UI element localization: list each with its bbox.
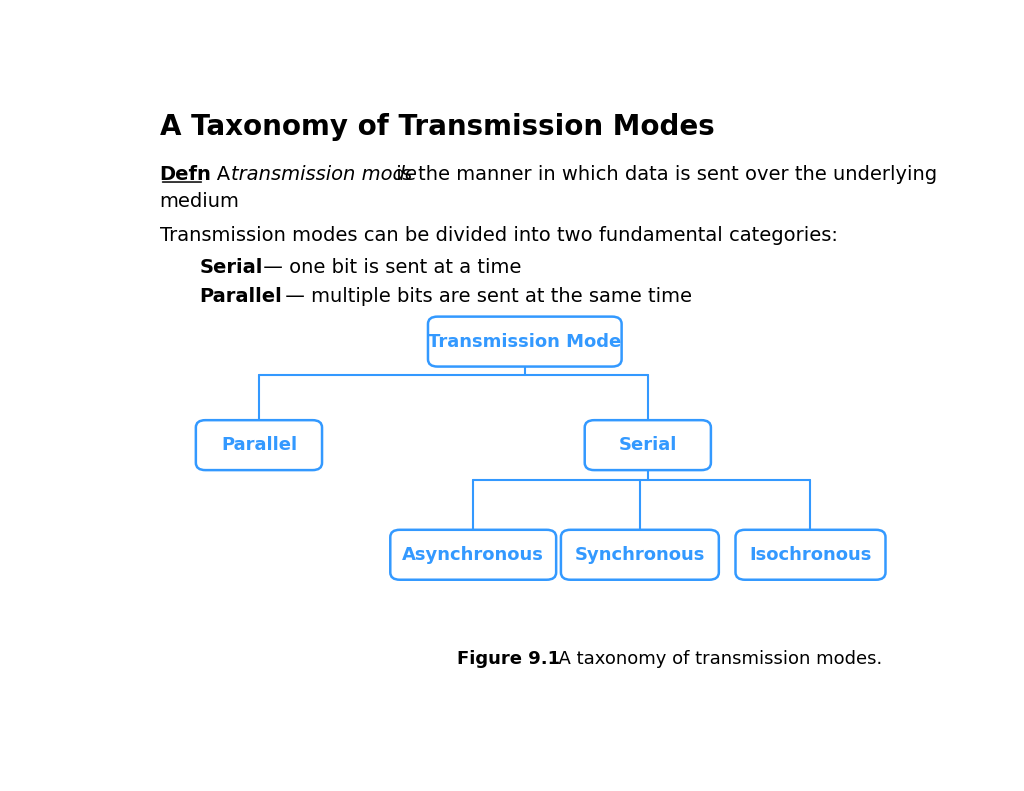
- Text: — one bit is sent at a time: — one bit is sent at a time: [257, 258, 522, 277]
- Text: — multiple bits are sent at the same time: — multiple bits are sent at the same tim…: [279, 287, 692, 306]
- Text: : A: : A: [204, 165, 237, 184]
- Text: Serial: Serial: [618, 436, 677, 454]
- FancyBboxPatch shape: [561, 530, 719, 580]
- Text: A Taxonomy of Transmission Modes: A Taxonomy of Transmission Modes: [160, 113, 715, 141]
- Text: is the manner in which data is sent over the underlying: is the manner in which data is sent over…: [390, 165, 937, 184]
- FancyBboxPatch shape: [585, 420, 711, 470]
- Text: A taxonomy of transmission modes.: A taxonomy of transmission modes.: [547, 650, 883, 668]
- Text: medium: medium: [160, 192, 240, 211]
- Text: Figure 9.1: Figure 9.1: [458, 650, 560, 668]
- FancyBboxPatch shape: [735, 530, 886, 580]
- Text: Defn: Defn: [160, 165, 212, 184]
- Text: Transmission modes can be divided into two fundamental categories:: Transmission modes can be divided into t…: [160, 226, 838, 245]
- Text: Asynchronous: Asynchronous: [402, 546, 544, 564]
- Text: Synchronous: Synchronous: [574, 546, 706, 564]
- Text: Transmission Mode: Transmission Mode: [428, 332, 622, 350]
- FancyBboxPatch shape: [196, 420, 322, 470]
- Text: transmission mode: transmission mode: [231, 165, 417, 184]
- Text: Parallel: Parallel: [200, 287, 283, 306]
- FancyBboxPatch shape: [428, 316, 622, 366]
- Text: Isochronous: Isochronous: [750, 546, 871, 564]
- FancyBboxPatch shape: [390, 530, 556, 580]
- Text: Parallel: Parallel: [221, 436, 297, 454]
- Text: Serial: Serial: [200, 258, 263, 277]
